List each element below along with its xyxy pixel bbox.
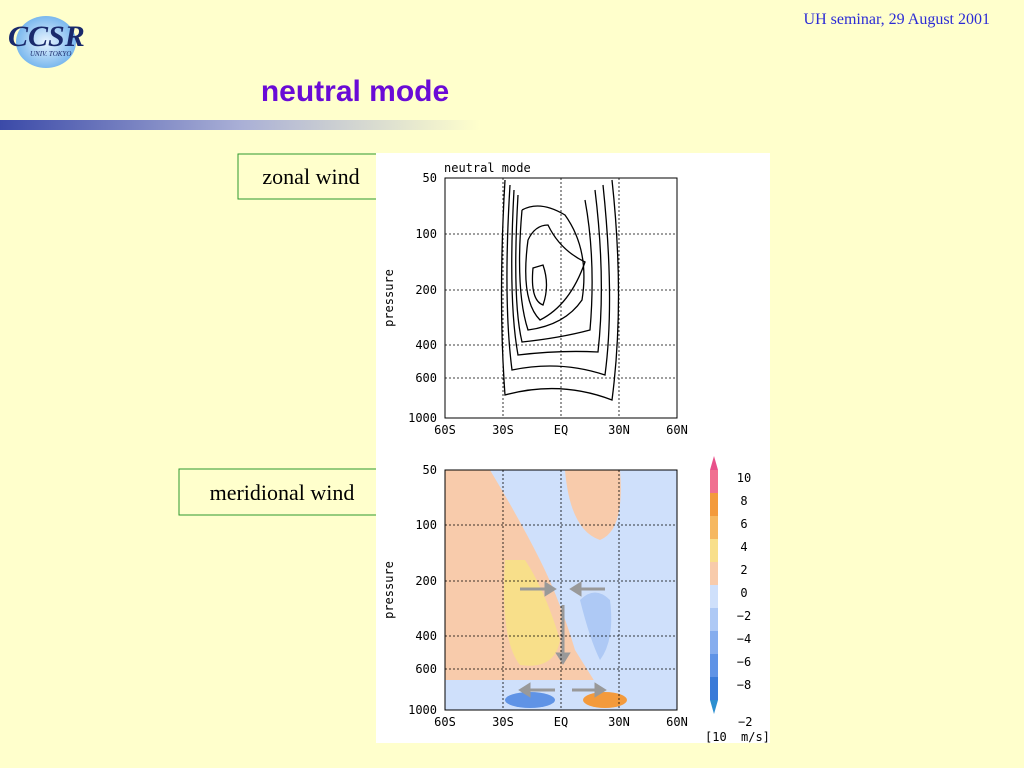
x-tick-label: 60N [666, 423, 688, 437]
unit-exponent: −2 [738, 715, 752, 729]
arrowhead [594, 682, 607, 698]
colorbar-tick-label: −6 [737, 655, 751, 669]
y-tick-label: 200 [415, 283, 437, 297]
x-tick-label: 60S [434, 423, 456, 437]
panel-label: meridional wind [210, 480, 355, 505]
y-tick-label: 1000 [408, 411, 437, 425]
logo-text: CCSR [8, 20, 85, 53]
colorbar-tick-label: −2 [737, 609, 751, 623]
plot-frame [444, 469, 678, 711]
x-tick-label: 30N [608, 423, 630, 437]
colorbar-tick-label: 0 [740, 586, 747, 600]
x-tick-label: 60S [434, 715, 456, 729]
contour [531, 264, 548, 306]
unit-label: m/s] [741, 730, 770, 744]
plot-frame [444, 177, 678, 419]
contour [518, 205, 585, 331]
colorbar-tick-label: 2 [740, 563, 747, 577]
x-tick-label: 60N [666, 715, 688, 729]
arrowhead [555, 652, 571, 665]
x-tick-label: 30N [608, 715, 630, 729]
title-underline [0, 120, 480, 130]
y-tick-label: 100 [415, 518, 437, 532]
colorbar-cell [710, 677, 718, 700]
field-positive-strong [583, 692, 627, 708]
colorbar-cell [710, 493, 718, 516]
y-tick-label: 600 [415, 662, 437, 676]
y-tick-label: 50 [423, 171, 437, 185]
figure-title: neutral mode [444, 161, 531, 175]
arrowhead [569, 581, 582, 597]
logo-badge [16, 16, 76, 68]
contour [506, 184, 611, 376]
colorbar-tick-label: 4 [740, 540, 747, 554]
panel-label: zonal wind [262, 164, 359, 189]
arrowhead [518, 682, 531, 698]
x-tick-label: 30S [492, 715, 514, 729]
x-tick-label: EQ [554, 715, 568, 729]
logo-subtext: UNIV. TOKYO [30, 50, 71, 58]
field-negative-strong [505, 692, 555, 708]
colorbar-tick-label: −8 [737, 678, 751, 692]
colorbar-cap [710, 700, 718, 714]
unit-label: [10 [705, 730, 727, 744]
field-positive [565, 470, 621, 540]
colorbar-cell [710, 516, 718, 539]
y-tick-label: 600 [415, 371, 437, 385]
x-tick-label: EQ [554, 423, 568, 437]
y-tick-label: 200 [415, 574, 437, 588]
circulation-arrows [518, 581, 607, 698]
zonal-contours [500, 179, 620, 401]
y-tick-label: 400 [415, 338, 437, 352]
y-tick-label: 50 [423, 463, 437, 477]
colorbar [710, 456, 718, 714]
slide-title: neutral mode [261, 75, 449, 108]
colorbar-cell [710, 631, 718, 654]
y-tick-label: 100 [415, 227, 437, 241]
field-positive-strong [504, 560, 560, 666]
colorbar-tick-label: 10 [737, 471, 751, 485]
y-axis-label: pressure [382, 269, 396, 327]
colorbar-cap [710, 456, 718, 470]
colorbar-tick-label: 6 [740, 517, 747, 531]
contour [515, 194, 593, 343]
y-tick-label: 400 [415, 629, 437, 643]
colorbar-cell [710, 562, 718, 585]
colorbar-cell [710, 585, 718, 608]
colorbar-tick-label: −4 [737, 632, 751, 646]
contour [511, 189, 602, 356]
colorbar-cell [710, 608, 718, 631]
colorbar-cell [710, 470, 718, 493]
x-tick-label: 30S [492, 423, 514, 437]
colorbar-cell [710, 654, 718, 677]
colorbar-cell [710, 539, 718, 562]
colorbar-tick-label: 8 [740, 494, 747, 508]
label-box [178, 468, 387, 516]
y-tick-label: 1000 [408, 703, 437, 717]
arrowhead [544, 581, 557, 597]
contour [525, 224, 586, 321]
event-label: UH seminar, 29 August 2001 [804, 11, 990, 28]
field-negative-strong [580, 592, 612, 660]
contour [500, 179, 620, 401]
y-axis-label: pressure [382, 561, 396, 619]
